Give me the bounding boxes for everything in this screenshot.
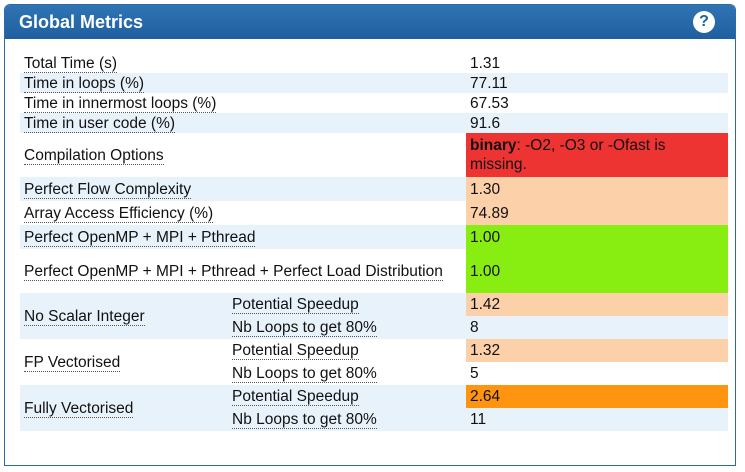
table-row: Nb Loops to get 80% 5 <box>20 362 728 385</box>
metrics-table: Total Time (s) 1.31 Time in loops (%) 77… <box>20 53 728 431</box>
metric-value: 8 <box>466 316 728 339</box>
metric-label[interactable]: Compilation Options <box>24 146 164 165</box>
metric-value: 1.00 <box>466 225 728 249</box>
metric-label[interactable]: Array Access Efficiency (%) <box>24 204 214 223</box>
table-row: Time in loops (%) 77.11 <box>20 73 728 93</box>
table-row: Time in innermost loops (%) 67.53 <box>20 93 728 113</box>
metric-label[interactable]: FP Vectorised <box>24 353 121 372</box>
table-row: Compilation Options binary: -O2, -O3 or … <box>20 133 728 177</box>
table-row: Time in user code (%) 91.6 <box>20 113 728 133</box>
panel-header: Global Metrics ? <box>5 5 735 39</box>
sub-metric-label[interactable]: Nb Loops to get 80% <box>232 365 377 383</box>
metric-value: 1.00 <box>466 249 728 293</box>
metric-label[interactable]: Perfect OpenMP + MPI + Pthread + Perfect… <box>24 262 443 281</box>
global-metrics-panel: Global Metrics ? Total Time (s) 1.31 Tim… <box>4 4 736 466</box>
metric-value: 1.42 <box>466 293 728 316</box>
sub-metric-label[interactable]: Nb Loops to get 80% <box>232 411 377 429</box>
metric-label[interactable]: Time in loops (%) <box>24 74 145 93</box>
table-row: Array Access Efficiency (%) 74.89 <box>20 201 728 225</box>
panel-title: Global Metrics <box>19 11 144 32</box>
table-row: Nb Loops to get 80% 11 <box>20 408 728 431</box>
table-row: FP Vectorised Potential Speedup 1.32 <box>20 339 728 372</box>
table-row: Nb Loops to get 80% 8 <box>20 316 728 339</box>
metric-label[interactable]: No Scalar Integer <box>24 307 145 326</box>
sub-metric-label[interactable]: Potential Speedup <box>232 296 359 314</box>
table-row: Fully Vectorised Potential Speedup 2.64 <box>20 385 728 431</box>
table-row: Perfect Flow Complexity 1.30 <box>20 177 728 201</box>
compilation-message: : -O2, -O3 or -Ofast is missing. <box>470 137 666 173</box>
metric-value: 1.30 <box>466 177 728 201</box>
sub-metric-label[interactable]: Nb Loops to get 80% <box>232 319 377 337</box>
binary-label: binary <box>470 137 517 154</box>
metric-value: 11 <box>466 408 728 431</box>
table-row: Perfect OpenMP + MPI + Pthread + Perfect… <box>20 249 728 293</box>
metric-value: binary: -O2, -O3 or -Ofast is missing. <box>466 133 728 177</box>
metric-value: 1.31 <box>470 54 501 72</box>
metric-label[interactable]: Perfect OpenMP + MPI + Pthread <box>24 228 256 247</box>
table-row: Perfect OpenMP + MPI + Pthread 1.00 <box>20 225 728 249</box>
metric-value: 5 <box>470 365 479 382</box>
metric-label[interactable]: Fully Vectorised <box>24 399 134 418</box>
sub-metric-label[interactable]: Potential Speedup <box>232 388 359 406</box>
metric-label[interactable]: Time in innermost loops (%) <box>24 94 217 113</box>
metric-value: 1.32 <box>466 339 728 362</box>
metric-label[interactable]: Total Time (s) <box>24 54 118 73</box>
metric-value: 91.6 <box>466 113 728 133</box>
sub-metric-label[interactable]: Potential Speedup <box>232 342 359 360</box>
metric-value: 2.64 <box>466 385 728 408</box>
metric-label[interactable]: Perfect Flow Complexity <box>24 180 192 199</box>
question-icon[interactable]: ? <box>693 11 715 33</box>
metric-value: 77.11 <box>466 73 728 93</box>
metric-value: 67.53 <box>470 94 509 112</box>
metric-label[interactable]: Time in user code (%) <box>24 114 176 133</box>
metric-value: 74.89 <box>466 201 728 225</box>
table-row: No Scalar Integer Potential Speedup 1.42 <box>20 293 728 339</box>
table-row: Total Time (s) 1.31 <box>20 53 728 73</box>
